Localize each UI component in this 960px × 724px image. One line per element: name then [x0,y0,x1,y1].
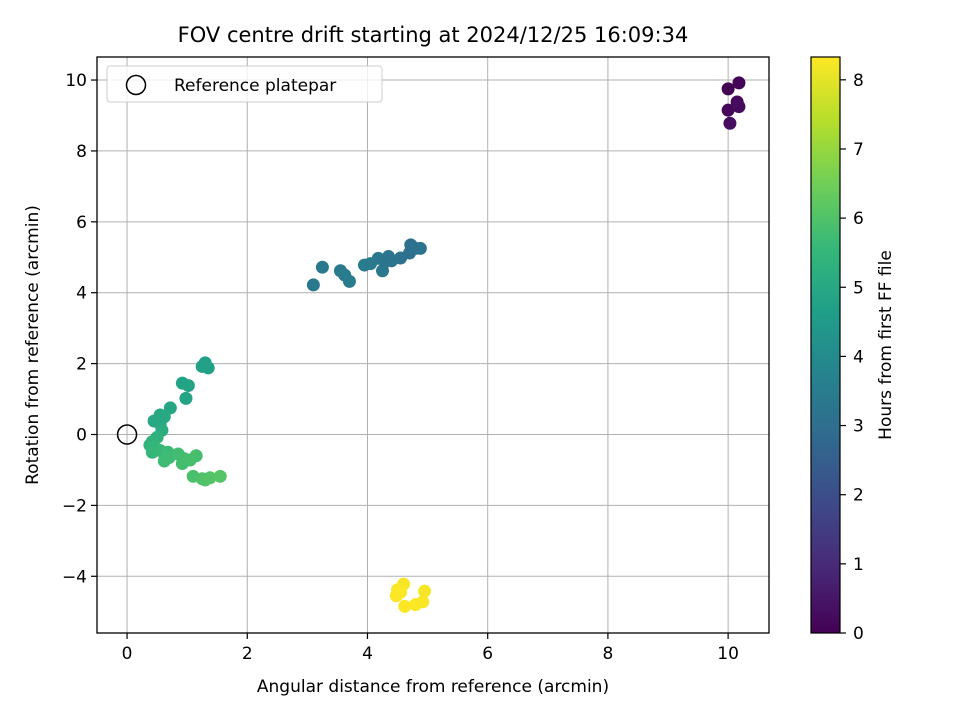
reference-marker [116,424,138,445]
data-point [721,103,735,117]
legend-label-reference: Reference platepar [174,76,336,96]
x-ticks: 0 2 4 6 8 10 [122,633,739,664]
data-point [189,449,203,463]
y-tick-label: 4 [76,284,87,304]
colorbar-tick-label: 6 [853,209,864,229]
colorbar-tick-label: 2 [853,486,864,506]
colorbar: 0 1 2 3 4 5 6 7 8 Hours from first FF file [810,56,896,644]
data-point [721,82,735,96]
x-tick-label: 10 [717,644,739,664]
data-point [157,454,171,468]
y-tick-label: 2 [76,355,87,375]
data-point [342,274,356,288]
y-tick-label: −2 [62,496,87,516]
colorbar-tick-label: 7 [853,140,864,160]
data-point [398,599,412,613]
data-point [418,584,432,598]
data-point [732,100,746,114]
legend-marker-reference [125,74,147,96]
x-tick-label: 8 [602,644,613,664]
colorbar-tick-label: 0 [853,624,864,644]
data-point [723,116,737,130]
data-point [413,241,427,255]
grid-layer [97,57,769,633]
x-tick-label: 2 [242,644,253,664]
data-point [315,260,329,274]
y-tick-label: 8 [76,142,87,162]
data-point [306,278,320,292]
data-point [201,361,215,375]
data-point [179,391,193,405]
points-layer [143,76,746,613]
data-point [416,595,430,609]
legend: Reference platepar [106,65,383,103]
x-axis-label: Angular distance from reference (arcmin) [257,677,609,697]
y-tick-label: 0 [76,426,87,446]
colorbar-tick-label: 8 [853,71,864,91]
y-tick-label: 10 [65,71,87,91]
y-axis-label: Rotation from reference (arcmin) [23,205,43,485]
colorbar-tick-label: 5 [853,278,864,298]
y-tick-label: −4 [62,567,87,587]
plot-frame [96,56,770,634]
y-ticks: −4 −2 0 2 4 6 8 10 [62,71,97,587]
x-tick-label: 0 [122,644,133,664]
x-tick-label: 6 [482,644,493,664]
data-point [213,469,227,483]
colorbar-label: Hours from first FF file [876,250,896,440]
data-point [203,471,217,485]
data-point [732,76,746,90]
legend-box [106,65,383,103]
colorbar-gradient [810,56,841,634]
colorbar-tick-label: 4 [853,347,864,367]
reference-layer [116,424,138,445]
data-point [394,585,408,599]
data-point [181,379,195,393]
y-tick-label: 6 [76,213,87,233]
x-tick-label: 4 [362,644,373,664]
chart-title: FOV centre drift starting at 2024/12/25 … [178,23,689,47]
colorbar-tick-label: 1 [853,555,864,575]
colorbar-tick-label: 3 [853,417,864,437]
colorbar-ticks: 0 1 2 3 4 5 6 7 8 [840,71,864,644]
